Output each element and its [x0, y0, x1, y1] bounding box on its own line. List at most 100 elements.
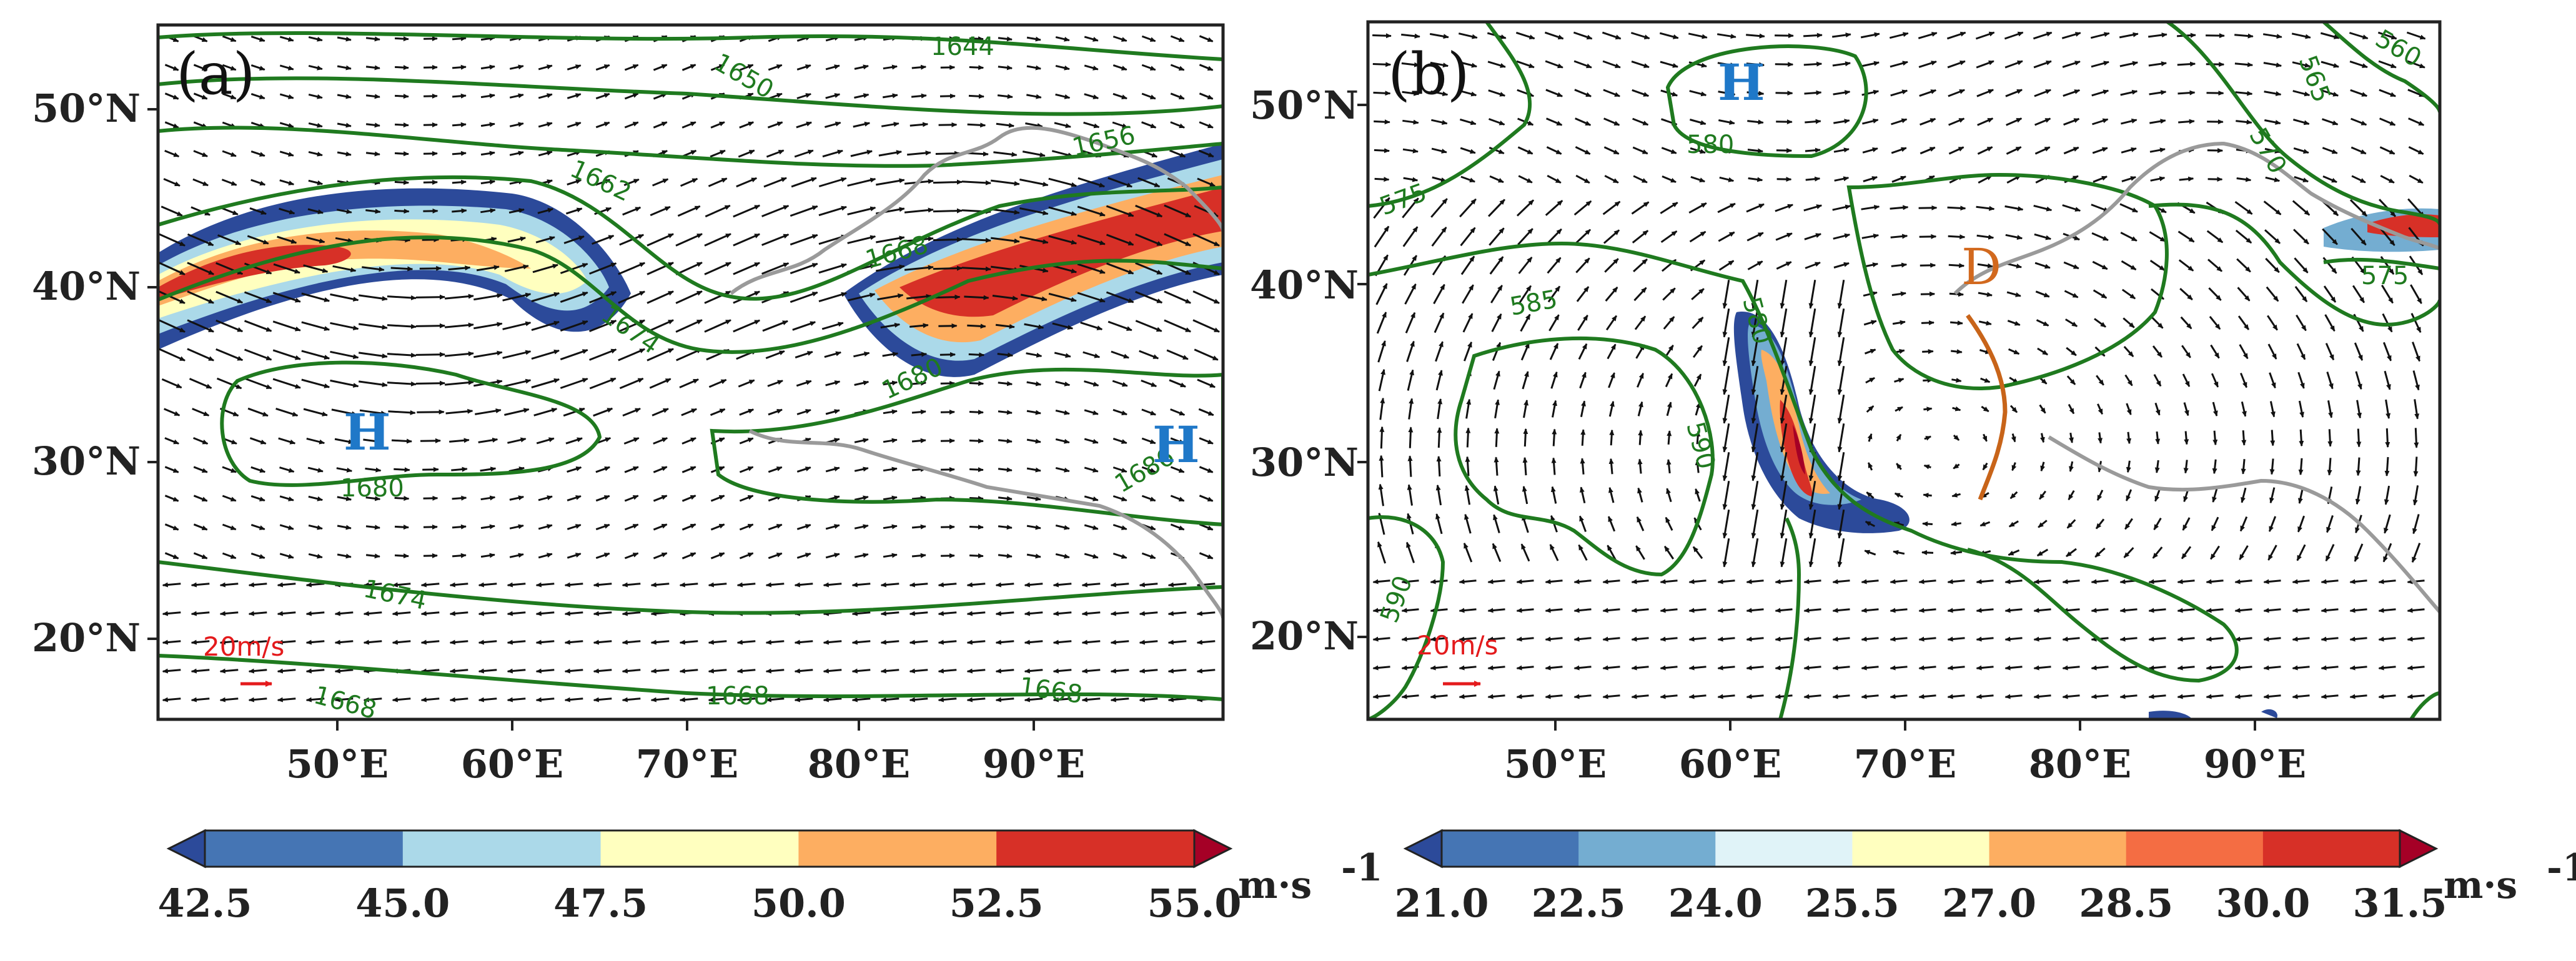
wind-arrow	[1055, 93, 1071, 99]
wind-arrow	[2325, 544, 2335, 562]
wind-arrow	[1106, 291, 1134, 303]
wind-arrow	[1199, 437, 1214, 445]
wind-arrow	[1746, 232, 1764, 242]
wind-arrow	[1862, 118, 1879, 125]
wind-arrow	[1379, 397, 1385, 420]
wind-arrow	[2119, 665, 2138, 671]
wind-arrow	[2037, 347, 2048, 356]
wind-arrow	[2270, 430, 2276, 446]
wind-arrow	[1688, 636, 1707, 642]
wind-arrow	[158, 348, 186, 362]
wind-arrow	[191, 668, 210, 674]
wind-arrow	[1459, 579, 1477, 584]
wind-arrow	[1837, 538, 1845, 568]
wind-arrow	[766, 149, 785, 158]
wind-arrow	[1722, 395, 1730, 424]
wind-arrow	[2119, 32, 2139, 39]
wind-arrow	[1920, 146, 1936, 155]
wind-arrow	[2264, 119, 2281, 125]
wind-arrow	[1981, 405, 1989, 413]
lat-ticks-b: 50°N 40°N 30°N 20°N	[1250, 82, 1368, 659]
wind-arrow	[504, 264, 529, 272]
wind-arrow	[2093, 289, 2108, 299]
wind-arrow	[1141, 64, 1156, 71]
wind-arrow	[877, 293, 904, 300]
wind-arrow	[1976, 608, 1994, 613]
wind-arrow	[1112, 92, 1127, 100]
wind-arrow	[335, 237, 354, 244]
wind-arrow	[1199, 64, 1214, 71]
wind-arrow	[272, 349, 301, 360]
wind-arrow	[909, 668, 928, 674]
wind-arrow	[2263, 665, 2281, 671]
wind-arrow	[2119, 636, 2138, 642]
wind-arrow	[710, 552, 725, 559]
wind-arrow	[444, 380, 474, 386]
wind-arrow	[365, 151, 380, 157]
wind-arrow	[1112, 437, 1127, 445]
wind-arrow	[1803, 32, 1823, 38]
wind-arrow	[938, 122, 958, 127]
wind-arrow	[1775, 204, 1794, 212]
wind-arrow	[1776, 261, 1792, 270]
wind-arrow	[1547, 285, 1561, 303]
wind-arrow	[2178, 119, 2195, 124]
wind-arrow	[1430, 579, 1448, 584]
wind-arrow	[1430, 61, 1449, 68]
wind-arrow	[2414, 428, 2419, 448]
wind-arrow	[365, 496, 381, 501]
wind-arrow	[164, 150, 180, 157]
wind-arrow	[1430, 198, 1448, 218]
wind-arrow	[1637, 372, 1644, 388]
colorbar-segment	[1578, 830, 1716, 867]
wind-arrow	[1026, 410, 1041, 415]
wind-arrow	[675, 290, 703, 304]
wind-arrow	[1026, 553, 1041, 559]
wind-arrow	[1516, 608, 1534, 613]
wind-arrow	[1805, 147, 1821, 153]
wind-arrow	[1919, 89, 1937, 97]
wind-arrow	[1401, 579, 1419, 584]
wind-arrow	[2378, 579, 2396, 584]
wind-arrow	[452, 524, 467, 530]
wind-arrow	[507, 437, 527, 444]
wind-arrow	[1603, 89, 1621, 97]
wind-arrow	[653, 495, 668, 502]
wind-arrow	[1573, 694, 1592, 699]
wind-arrow	[848, 292, 876, 302]
wind-arrow	[250, 523, 265, 531]
wind-arrow	[1633, 258, 1648, 273]
wind-arrow	[853, 352, 870, 358]
wind-arrow	[363, 611, 382, 616]
wind-arrow	[2325, 343, 2335, 361]
wind-arrow	[1170, 466, 1185, 473]
wind-arrow	[1026, 352, 1043, 358]
wind-arrow	[249, 437, 267, 445]
wind-arrow	[2036, 319, 2049, 327]
wind-arrow	[1408, 398, 1414, 420]
wind-arrow	[818, 177, 847, 187]
wind-arrow	[2098, 432, 2103, 444]
wind-arrow	[250, 150, 265, 157]
wind-arrow	[1751, 510, 1759, 539]
wind-arrow	[650, 668, 670, 674]
wind-arrow	[2212, 402, 2218, 416]
wind-arrow	[795, 350, 813, 359]
wind-arrow	[1437, 398, 1443, 420]
wind-arrow	[1832, 665, 1850, 671]
wind-arrow	[679, 697, 698, 702]
wind-arrow	[565, 207, 583, 215]
wind-arrow	[1053, 639, 1072, 645]
wind-arrow	[904, 265, 934, 271]
wind-arrow	[394, 151, 409, 157]
colorbar-tick-label: 24.0	[1668, 880, 1763, 926]
wind-arrow	[1517, 146, 1533, 155]
wind-arrow	[653, 121, 668, 129]
wind-arrow	[1660, 579, 1678, 584]
wind-arrow	[2148, 579, 2166, 584]
wind-arrow	[818, 205, 847, 217]
wind-arrow	[2407, 60, 2425, 69]
wind-arrow	[704, 262, 731, 275]
wind-arrow	[1608, 458, 1614, 475]
wind-arrow	[991, 179, 1020, 186]
